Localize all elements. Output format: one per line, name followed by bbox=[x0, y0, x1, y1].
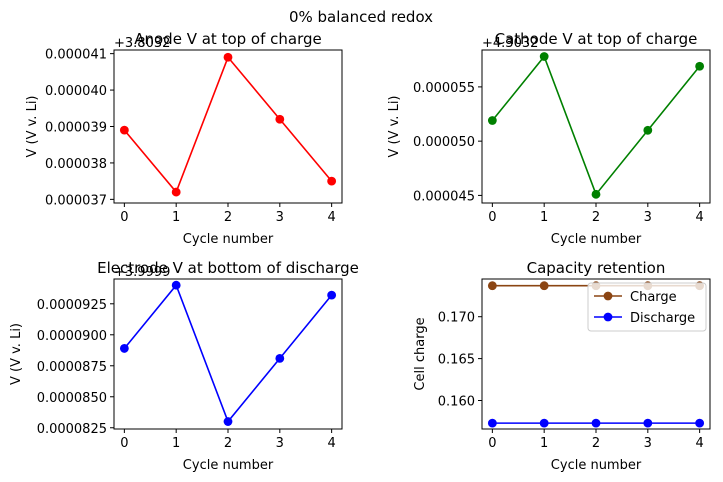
chart-3-xtick-label: 4 bbox=[695, 436, 703, 451]
chart-0-xlabel: Cycle number bbox=[183, 232, 274, 247]
chart-0-xtick-label: 0 bbox=[120, 210, 128, 225]
chart-1-offset-label: +4.3032 bbox=[482, 36, 538, 51]
chart-2-series-0-point bbox=[327, 291, 336, 300]
chart-3-xtick-label: 0 bbox=[488, 436, 496, 451]
chart-3-xtick-label: 3 bbox=[644, 436, 652, 451]
chart-1-series-0-point bbox=[643, 126, 652, 135]
chart-0-ytick-label: 0.000041 bbox=[45, 48, 107, 63]
chart-0-series-0-point bbox=[224, 53, 233, 62]
chart-3-legend-swatch-marker bbox=[604, 313, 613, 322]
chart-0-series-0-point bbox=[120, 126, 129, 135]
chart-2-xlabel: Cycle number bbox=[183, 458, 274, 473]
chart-1-xtick-label: 0 bbox=[488, 210, 496, 225]
chart-3-ytick-label: 0.160 bbox=[438, 395, 475, 410]
chart-3-xlabel: Cycle number bbox=[551, 458, 642, 473]
chart-2-ylabel: V (V v. Li) bbox=[9, 323, 24, 385]
chart-1-ytick-label: 0.000055 bbox=[413, 81, 475, 96]
chart-3-series-1-point bbox=[592, 419, 601, 428]
chart-3-series-0-point bbox=[488, 281, 497, 290]
chart-2-xtick-label: 1 bbox=[172, 436, 180, 451]
chart-2-ytick-label: 0.0000850 bbox=[37, 391, 107, 406]
chart-2-xtick-label: 0 bbox=[120, 436, 128, 451]
chart-3-legend-label: Discharge bbox=[630, 311, 695, 326]
chart-1-xlabel: Cycle number bbox=[551, 232, 642, 247]
chart-0-series-0-point bbox=[172, 188, 181, 197]
chart-3-series-1-point bbox=[643, 419, 652, 428]
chart-3-title: Capacity retention bbox=[527, 259, 666, 277]
chart-2-ytick-label: 0.0000825 bbox=[37, 422, 107, 437]
chart-0-xtick-label: 1 bbox=[172, 210, 180, 225]
chart-0-ylabel: V (V v. Li) bbox=[25, 96, 40, 158]
chart-0-offset-label: +3.8032 bbox=[114, 36, 170, 51]
chart-0-ytick-label: 0.000038 bbox=[45, 157, 107, 172]
chart-3-legend-label: Charge bbox=[630, 290, 677, 305]
chart-3-series-1-point bbox=[540, 419, 549, 428]
figure-suptitle: 0% balanced redox bbox=[289, 8, 433, 26]
chart-3-legend-swatch-marker bbox=[604, 292, 613, 301]
chart-1-xtick-label: 4 bbox=[695, 210, 703, 225]
chart-2-xtick-label: 2 bbox=[224, 436, 232, 451]
chart-1-ytick-label: 0.000050 bbox=[413, 135, 475, 150]
chart-2-series-0-point bbox=[275, 354, 284, 363]
chart-2-ytick-label: 0.0000900 bbox=[37, 329, 107, 344]
chart-1-xtick-label: 2 bbox=[592, 210, 600, 225]
chart-1-series-0-point bbox=[488, 116, 497, 125]
chart-3-ytick-label: 0.170 bbox=[438, 311, 475, 326]
chart-3-series-1-point bbox=[488, 419, 497, 428]
chart-3-ylabel: Cell charge bbox=[413, 317, 428, 390]
chart-0-series-0-point bbox=[275, 115, 284, 124]
chart-1-series-0-point bbox=[592, 190, 601, 199]
chart-2-xtick-label: 3 bbox=[276, 436, 284, 451]
chart-2-xtick-label: 4 bbox=[327, 436, 335, 451]
chart-1-series-0-point bbox=[540, 52, 549, 61]
chart-3-series-1-point bbox=[695, 419, 704, 428]
chart-1-series-0-point bbox=[695, 62, 704, 71]
chart-0-ytick-label: 0.000040 bbox=[45, 84, 107, 99]
chart-3-legend: Charge Discharge bbox=[588, 283, 706, 331]
chart-3-series-0-point bbox=[540, 281, 549, 290]
chart-1-ylabel: V (V v. Li) bbox=[387, 96, 402, 158]
chart-2-series-0-point bbox=[172, 281, 181, 290]
chart-0-ytick-label: 0.000037 bbox=[45, 193, 107, 208]
chart-1-ytick-label: 0.000045 bbox=[413, 189, 475, 204]
chart-2-ytick-label: 0.0000875 bbox=[37, 360, 107, 375]
chart-0-xtick-label: 2 bbox=[224, 210, 232, 225]
chart-1-xtick-label: 3 bbox=[644, 210, 652, 225]
chart-3-xtick-label: 2 bbox=[592, 436, 600, 451]
chart-2-offset-label: +3.9999 bbox=[114, 265, 170, 280]
chart-3-xtick-label: 1 bbox=[540, 436, 548, 451]
chart-0-xtick-label: 3 bbox=[276, 210, 284, 225]
chart-0-ytick-label: 0.000039 bbox=[45, 121, 107, 136]
chart-1-xtick-label: 1 bbox=[540, 210, 548, 225]
chart-2-series-0-point bbox=[120, 344, 129, 353]
chart-0-series-0-point bbox=[327, 177, 336, 186]
chart-3-ytick-label: 0.165 bbox=[438, 353, 475, 368]
chart-2-ytick-label: 0.0000925 bbox=[37, 298, 107, 313]
chart-2-series-0-point bbox=[224, 417, 233, 426]
chart-0-xtick-label: 4 bbox=[327, 210, 335, 225]
